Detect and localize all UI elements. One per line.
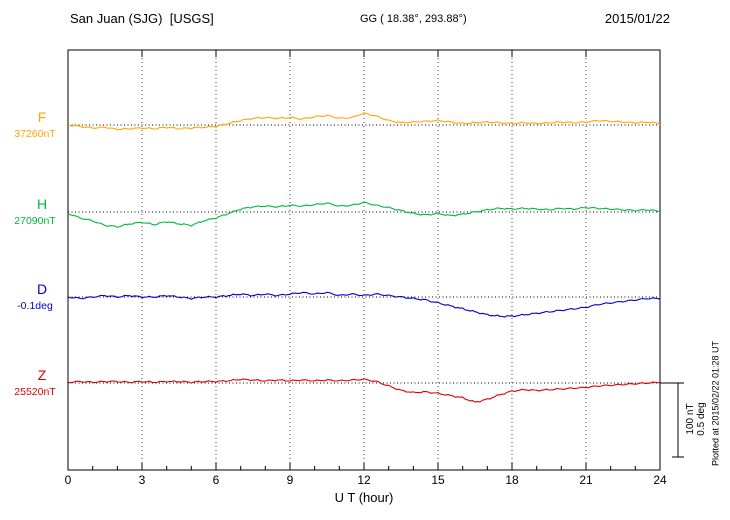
x-tick-label-9: 9 (286, 473, 294, 487)
channel-baseline-value-H: 27090nT (14, 215, 56, 227)
channel-baseline-value-Z: 25520nT (14, 386, 56, 398)
x-tick-label-21: 21 (579, 473, 593, 487)
channel-label-D: D (36, 281, 48, 297)
x-tick-label-6: 6 (212, 473, 220, 487)
geographic-coordinates: GG ( 18.38°, 293.88°) (360, 13, 467, 25)
scalebar-deg-label: 0.5 deg (696, 402, 707, 436)
trace-H (67, 201, 661, 228)
channel-baseline-value-F: 37260nT (14, 128, 56, 140)
x-tick-label-0: 0 (64, 473, 72, 487)
trace-D (67, 291, 661, 318)
x-tick-label-15: 15 (431, 473, 445, 487)
channel-label-Z: Z (37, 367, 47, 383)
x-axis-title: U T (hour) (334, 490, 394, 505)
channel-label-H: H (36, 196, 48, 212)
x-tick-label-12: 12 (357, 473, 371, 487)
x-tick-label-18: 18 (505, 473, 519, 487)
channel-label-F: F (37, 109, 47, 125)
x-tick-label-3: 3 (138, 473, 146, 487)
trace-Z (67, 378, 661, 403)
plotted-at-stamp: Plotted at 2015/02/22 01:28 UT (710, 340, 721, 467)
station-title: San Juan (SJG) [USGS] (70, 11, 214, 26)
channel-baseline-value-D: -0.1deg (17, 300, 53, 312)
x-tick-label-24: 24 (653, 473, 667, 487)
trace-F (67, 112, 661, 131)
plot-date: 2015/01/22 (604, 11, 670, 26)
